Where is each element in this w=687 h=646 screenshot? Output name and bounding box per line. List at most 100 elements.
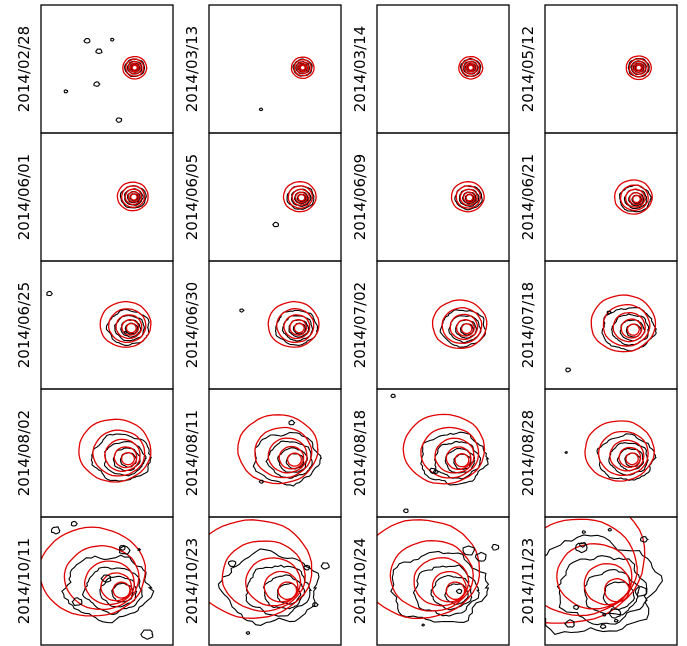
model-contour	[632, 194, 641, 204]
contour-panel: 2014/07/18	[519, 260, 678, 390]
model-contour	[108, 308, 147, 344]
model-contour	[293, 59, 312, 77]
noise-contour	[239, 308, 246, 313]
model-contour	[267, 437, 308, 474]
model-contour	[597, 430, 649, 477]
model-contour	[282, 181, 317, 213]
contour-panel: 2014/10/24	[351, 516, 510, 646]
panel-date-label: 2014/08/11	[183, 410, 201, 496]
model-contour	[209, 519, 313, 619]
noise-contour	[93, 81, 101, 87]
panel-frame	[376, 260, 510, 390]
panel-frame	[208, 516, 342, 646]
model-contour	[131, 64, 138, 71]
noise-contour	[607, 527, 612, 532]
panel-date-label: 2014/06/21	[519, 154, 537, 240]
model-contour	[434, 437, 475, 474]
noise-contour	[303, 564, 311, 571]
model-contour	[625, 452, 639, 466]
model-contour	[420, 426, 480, 479]
model-contour	[590, 294, 657, 353]
model-contour	[545, 518, 638, 617]
noise-contour	[258, 479, 264, 484]
model-contour	[619, 184, 649, 212]
model-contour	[459, 188, 478, 206]
model-contour	[465, 63, 476, 73]
noise-contour	[462, 545, 475, 556]
noise-contour	[402, 508, 409, 514]
model-contour	[63, 544, 140, 611]
model-contour	[245, 557, 302, 607]
noise-contour	[63, 89, 69, 94]
contour-panel: 2014/07/02	[351, 260, 510, 390]
model-contour	[121, 185, 146, 208]
contour-panel: 2014/08/18	[351, 388, 510, 518]
model-contour	[298, 63, 308, 73]
noise-contour	[227, 560, 237, 567]
noise-contour	[606, 310, 612, 315]
model-contour	[100, 572, 133, 602]
noise-contour	[564, 619, 575, 628]
contour-panel: 2014/06/25	[15, 260, 174, 390]
noise-contour	[70, 520, 78, 527]
noise-contour	[123, 330, 129, 334]
contour-panel: 2014/05/12	[519, 4, 678, 134]
contour-panel: 2014/02/28	[15, 4, 174, 134]
observed-contour	[462, 191, 477, 205]
noise-contour	[608, 608, 622, 619]
model-contour	[609, 439, 645, 472]
panel-date-label: 2014/06/25	[15, 282, 33, 368]
panel-date-label: 2014/11/23	[519, 538, 537, 624]
model-contour	[584, 420, 656, 482]
observed-contour	[454, 185, 483, 211]
noise-contour	[118, 545, 131, 555]
model-contour	[604, 578, 630, 603]
contour-panel: 2014/06/01	[15, 132, 174, 262]
contour-panel: 2014/06/05	[183, 132, 342, 262]
contour-panel: 2014/10/11	[15, 516, 174, 646]
model-contour	[465, 193, 474, 202]
model-contour	[635, 64, 643, 71]
model-contour	[602, 303, 651, 347]
model-contour	[449, 313, 479, 341]
noise-contour	[46, 290, 53, 297]
model-contour	[377, 519, 481, 620]
model-contour	[612, 312, 646, 343]
observed-contour	[623, 188, 648, 210]
observed-contour	[262, 574, 306, 610]
observed-contour	[390, 550, 490, 623]
contour-panel: 2014/03/13	[183, 4, 342, 134]
panel-frame	[40, 388, 174, 518]
contour-panel: 2014/03/14	[351, 4, 510, 134]
noise-contour	[491, 543, 500, 551]
model-contour	[113, 446, 138, 469]
panel-date-label: 2014/06/01	[15, 154, 33, 240]
contour-panel: 2014/08/02	[15, 388, 174, 518]
model-contour	[455, 319, 476, 337]
model-contour	[122, 55, 148, 80]
model-contour	[620, 318, 643, 339]
model-contour	[614, 179, 654, 215]
observed-contour	[217, 548, 320, 626]
panel-date-label: 2014/06/09	[351, 154, 369, 240]
model-contour	[112, 581, 131, 599]
panel-frame	[208, 4, 342, 134]
model-contour	[626, 323, 640, 336]
noise-contour	[634, 586, 648, 597]
model-contour	[83, 560, 135, 606]
model-contour	[283, 314, 311, 340]
model-contour	[413, 557, 470, 607]
model-contour	[624, 188, 646, 208]
model-contour	[454, 453, 470, 468]
observed-contour	[288, 319, 310, 338]
model-contour	[299, 64, 307, 71]
model-contour	[402, 413, 486, 485]
noise-contour	[429, 467, 437, 475]
noise-contour	[613, 618, 619, 623]
panel-date-label: 2014/08/18	[351, 410, 369, 496]
model-contour	[237, 414, 319, 485]
model-contour	[463, 61, 478, 75]
model-contour	[625, 55, 652, 81]
observed-contour	[112, 447, 141, 472]
noise-contour	[258, 107, 264, 112]
